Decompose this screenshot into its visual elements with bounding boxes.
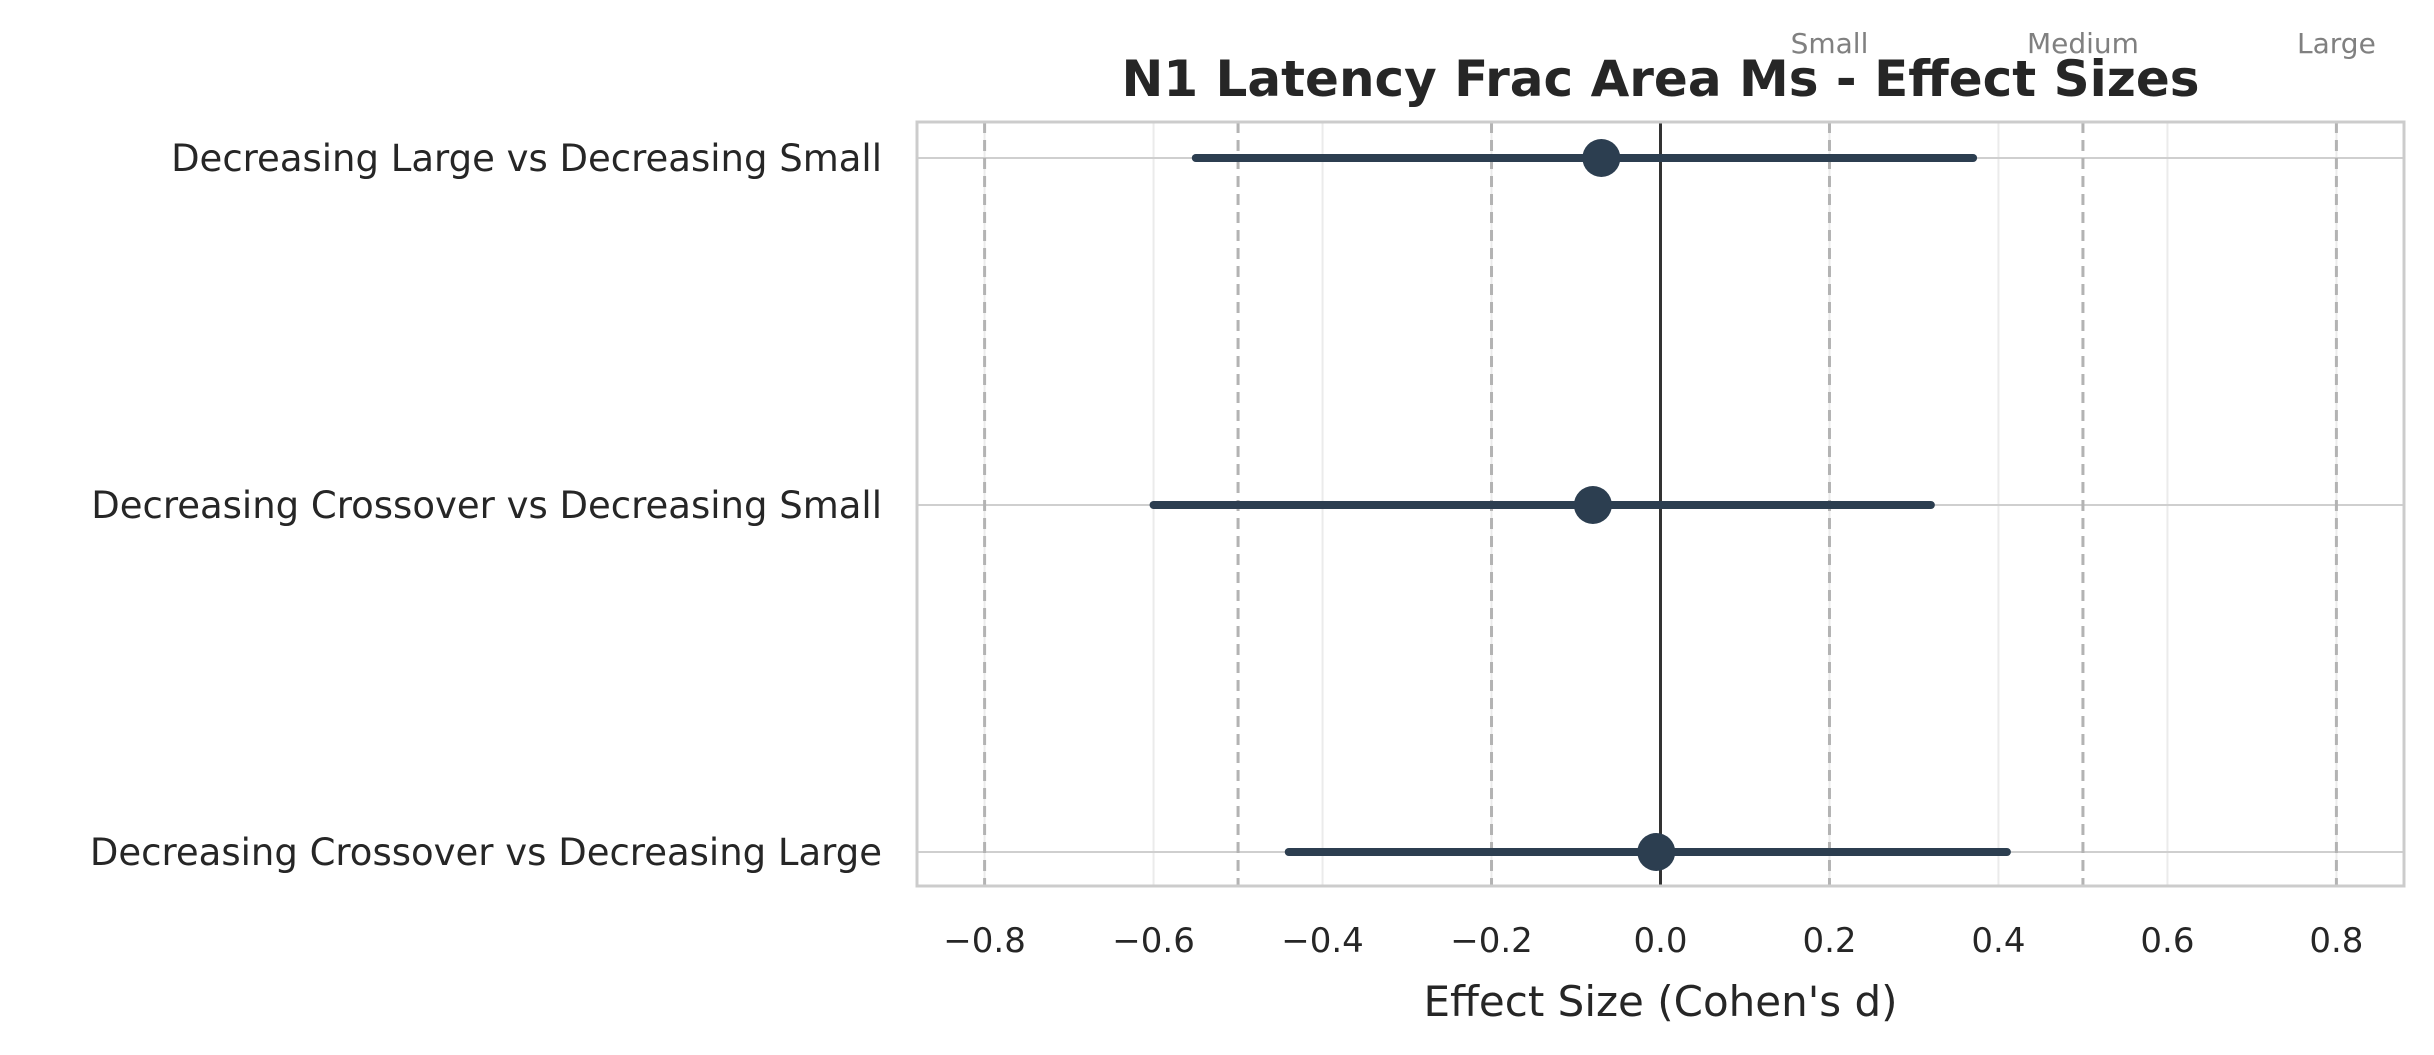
category-label-0: Decreasing Large vs Decreasing Small: [171, 137, 882, 180]
category-label-2: Decreasing Crossover vs Decreasing Large: [90, 831, 882, 874]
x-axis-title: Effect Size (Cohen's d): [1423, 977, 1897, 1026]
estimate-point-1: [1573, 486, 1612, 524]
estimate-point-0: [1582, 139, 1621, 177]
x-tick-label-2: −0.4: [1281, 921, 1364, 961]
x-tick-label-0: −0.8: [943, 921, 1026, 961]
x-tick-label-6: 0.4: [1971, 921, 2025, 961]
reference-line-labels: Small Medium Large: [1791, 27, 2376, 60]
x-tick-label-5: 0.2: [1802, 921, 1856, 961]
x-tick-label-4: 0.0: [1633, 921, 1687, 961]
reference-label-large: Large: [2297, 27, 2376, 60]
chart-title: N1 Latency Frac Area Ms - Effect Sizes: [1121, 50, 2199, 108]
category-label-1: Decreasing Crossover vs Decreasing Small: [91, 484, 882, 527]
plot-area-frame: [915, 120, 2406, 888]
reference-label-small: Small: [1791, 27, 1869, 60]
estimate-point-2: [1637, 833, 1676, 871]
effect-size-series: [1149, 139, 2011, 871]
x-tick-label-7: 0.6: [2140, 921, 2194, 961]
x-axis-ticks: −0.8 −0.6 −0.4 −0.2 0.0 0.2 0.4 0.6 0.8: [943, 921, 2363, 961]
reference-label-medium: Medium: [2027, 27, 2139, 60]
category-labels: Decreasing Large vs Decreasing Small Decr…: [90, 137, 882, 874]
x-tick-label-1: −0.6: [1112, 921, 1195, 961]
x-tick-label-8: 0.8: [2309, 921, 2363, 961]
x-tick-label-3: −0.2: [1450, 921, 1533, 961]
